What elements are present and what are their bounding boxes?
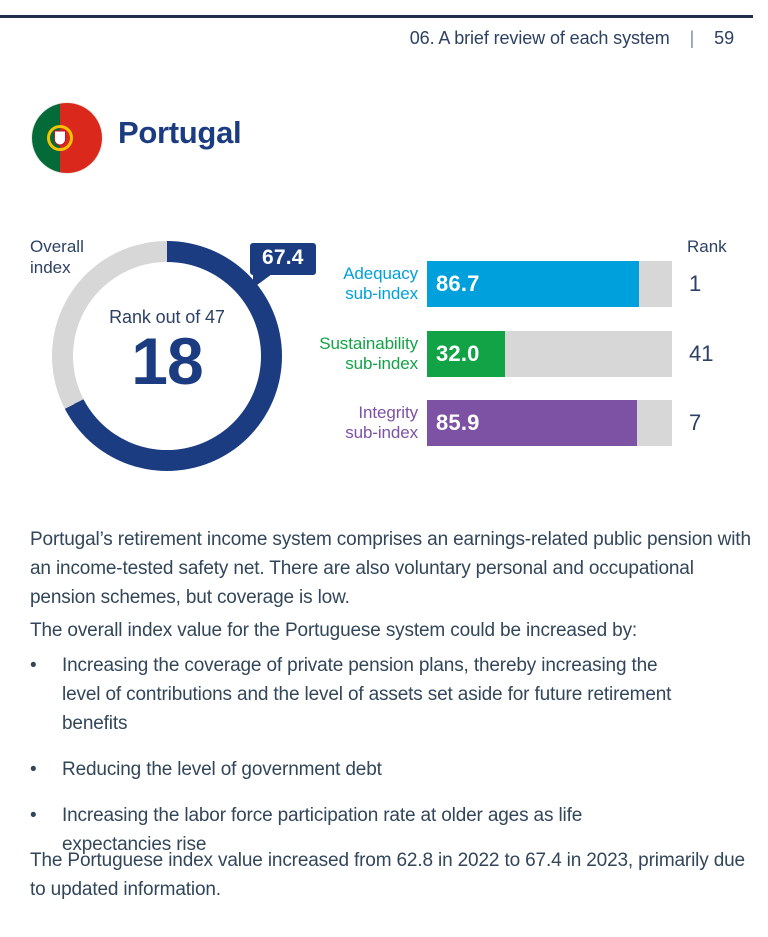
flag-armillary-sphere: [47, 125, 73, 151]
overall-index-label: Overall index: [30, 237, 84, 277]
flag-shield: [54, 130, 66, 146]
intro-paragraph: Portugal’s retirement income system comp…: [30, 529, 751, 608]
improvement-bullet-list: • Increasing the coverage of private pen…: [30, 651, 730, 876]
sustainability-bar-track: 32.0: [427, 331, 672, 377]
integrity-value: 85.9: [436, 410, 480, 435]
adequacy-subindex-row: Adequacy sub-index 86.7 1: [290, 261, 760, 307]
running-header: 06. A brief review of each system | 59: [410, 28, 734, 49]
bullet-icon: •: [30, 655, 37, 676]
label-line1: Sustainability: [319, 334, 418, 353]
section-title: 06. A brief review of each system: [409, 28, 670, 48]
bullet-text: Increasing the coverage of private pensi…: [62, 655, 672, 734]
bullet-text: Reducing the level of government debt: [62, 759, 382, 780]
sustainability-subindex-row: Sustainability sub-index 32.0 41: [290, 331, 760, 377]
sustainability-value: 32.0: [436, 341, 480, 366]
bullet-icon: •: [30, 759, 37, 780]
header-rule: [0, 15, 753, 18]
bullet-icon: •: [30, 805, 37, 826]
integrity-subindex-label: Integrity sub-index: [290, 403, 418, 443]
rank-column-header: Rank: [687, 237, 727, 256]
donut-hole: Rank out of 47 18: [73, 262, 261, 450]
improvements-lead-paragraph: The overall index value for the Portugue…: [30, 620, 638, 641]
sustainability-subindex-label: Sustainability sub-index: [290, 334, 418, 374]
label-line1: Adequacy: [343, 264, 418, 283]
sustainability-rank: 41: [689, 341, 714, 366]
label-line2: sub-index: [345, 284, 418, 303]
overall-rank-value: 18: [131, 323, 203, 398]
label-line1: Integrity: [358, 403, 418, 422]
adequacy-subindex-label: Adequacy sub-index: [290, 264, 418, 304]
header-separator: |: [689, 28, 695, 48]
adequacy-bar-track: 86.7: [427, 261, 672, 307]
integrity-subindex-row: Integrity sub-index 85.9 7: [290, 400, 760, 446]
adequacy-bar-fill: 86.7: [427, 261, 640, 307]
list-item: • Increasing the coverage of private pen…: [30, 651, 730, 738]
page-number: 59: [714, 28, 734, 48]
adequacy-value: 86.7: [436, 271, 480, 296]
integrity-bar-track: 85.9: [427, 400, 672, 446]
label-line2: sub-index: [345, 354, 418, 373]
country-title: Portugal: [118, 115, 242, 150]
list-item: • Reducing the level of government debt: [30, 755, 730, 784]
list-item: • Increasing the labor force participati…: [30, 801, 730, 859]
overall-index-value-callout: 67.4: [250, 243, 316, 275]
overall-index-donut-chart: Rank out of 47 18: [52, 241, 282, 471]
integrity-bar-fill: 85.9: [427, 400, 638, 446]
bullet-text: Increasing the labor force participation…: [62, 805, 583, 855]
donut-center-text: Rank out of 47 18: [109, 307, 225, 395]
integrity-rank: 7: [689, 410, 702, 435]
index-change-paragraph: The Portuguese index value increased fro…: [30, 850, 745, 900]
label-line2: sub-index: [345, 423, 418, 442]
rank-out-of-label: Rank out of 47: [109, 306, 225, 327]
sustainability-bar-fill: 32.0: [427, 331, 506, 377]
portugal-flag-icon: [32, 103, 102, 173]
adequacy-rank: 1: [689, 271, 702, 296]
